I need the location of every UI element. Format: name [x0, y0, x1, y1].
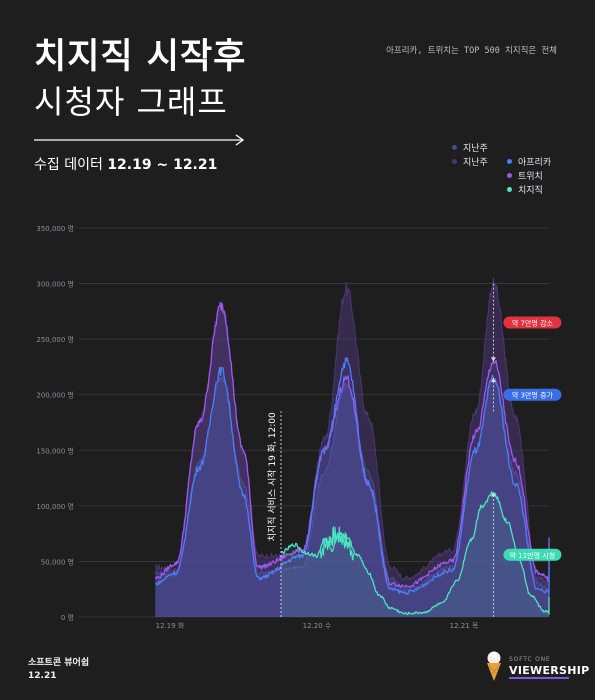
- footer-publisher: 소프트콘 뷰어쉽: [28, 658, 90, 668]
- legend-label: 치지직: [518, 185, 543, 196]
- y-tick-label: 200,000 명: [36, 391, 74, 400]
- change-arrow-head: [490, 357, 496, 362]
- series-area-lastweek_twitch: [155, 277, 550, 617]
- legend-item-twitch: 트위치: [507, 169, 562, 182]
- icecream-logo-icon: [487, 651, 501, 681]
- change-badge: [503, 548, 562, 561]
- footer-date: 12.21: [28, 671, 57, 681]
- period-text: 수집 데이터 12.19 ~ 12.21: [34, 154, 217, 174]
- series-line-afreeca: [155, 357, 550, 598]
- change-arrow-head: [490, 378, 496, 383]
- y-tick-label: 250,000 명: [36, 335, 74, 344]
- y-tick-label: 100,000 명: [36, 502, 74, 511]
- period-dates: 12.19 ~ 12.21: [107, 157, 218, 173]
- service-start-label: 치지직 서비스 시작 19 화, 12:00: [266, 412, 278, 541]
- y-tick-label: 150,000 명: [36, 446, 74, 455]
- series-area-chzzk: [281, 491, 549, 617]
- x-tick-label: 12.19 화: [156, 622, 185, 630]
- legend-label: 지난주: [463, 143, 488, 154]
- change-arrow-head: [490, 492, 496, 497]
- change-badge-label: 약 3만명 증가: [512, 391, 554, 400]
- legend: 지난주 지난주 아프리카 트위치 치지직: [452, 140, 562, 196]
- viewer-chart: 0 명 50,000 명 100,000 명 150,000 명 200,000 명 25…: [36, 224, 562, 630]
- change-badge: [503, 316, 562, 329]
- legend-label: 아프리카: [518, 157, 552, 168]
- x-tick-label: 12.20 수: [303, 622, 332, 630]
- series-line-chzzk-burst: [319, 525, 355, 561]
- legend-row: 지난주 아프리카: [452, 154, 562, 168]
- legend-row: 트위치: [452, 168, 562, 182]
- legend-dot: [507, 172, 512, 178]
- title-arrow: [34, 134, 245, 146]
- legend-item-afreeca: 아프리카: [507, 155, 562, 168]
- period-label: 수집 데이터: [34, 157, 103, 173]
- legend-label: 지난주: [463, 157, 488, 168]
- change-badge: [503, 388, 562, 401]
- title-line1: 치지직 시작후: [34, 37, 247, 77]
- legend-item-lastweek-afreeca: 지난주: [452, 141, 507, 154]
- legend-dot: [452, 144, 457, 150]
- brand-sub: SOFTC ONE: [509, 656, 551, 663]
- legend-dot: [507, 158, 512, 164]
- x-tick-label: 12.21 목: [450, 622, 479, 630]
- top-note: 아프리카, 트위치는 TOP 500 치지직은 전체: [386, 46, 557, 56]
- y-tick-label: 0 명: [61, 613, 74, 622]
- brand-underline: [509, 677, 569, 679]
- change-badge-label: 약 7만명 감소: [512, 318, 554, 327]
- legend-item-lastweek-twitch: 지난주: [452, 155, 507, 168]
- legend-dot: [507, 186, 512, 192]
- legend-item-chzzk: 치지직: [507, 183, 562, 196]
- series-area-afreeca: [155, 357, 550, 617]
- y-tick-label: 350,000 명: [36, 224, 74, 233]
- legend-row: 지난주: [452, 140, 562, 154]
- title-line2: 시청자 그래프: [34, 83, 228, 121]
- brand-name: VIEWERSHIP: [509, 664, 590, 677]
- legend-label: 트위치: [518, 171, 543, 182]
- y-tick-label: 50,000 명: [41, 557, 74, 566]
- y-tick-label: 300,000 명: [36, 280, 74, 289]
- footer-credit: 소프트콘 뷰어쉽 12.21: [28, 657, 89, 683]
- legend-dot: [452, 158, 457, 164]
- change-badge-label: 약 11만명 시청: [510, 551, 556, 560]
- legend-row: 치지직: [452, 182, 562, 196]
- series-area-twitch: [155, 302, 550, 617]
